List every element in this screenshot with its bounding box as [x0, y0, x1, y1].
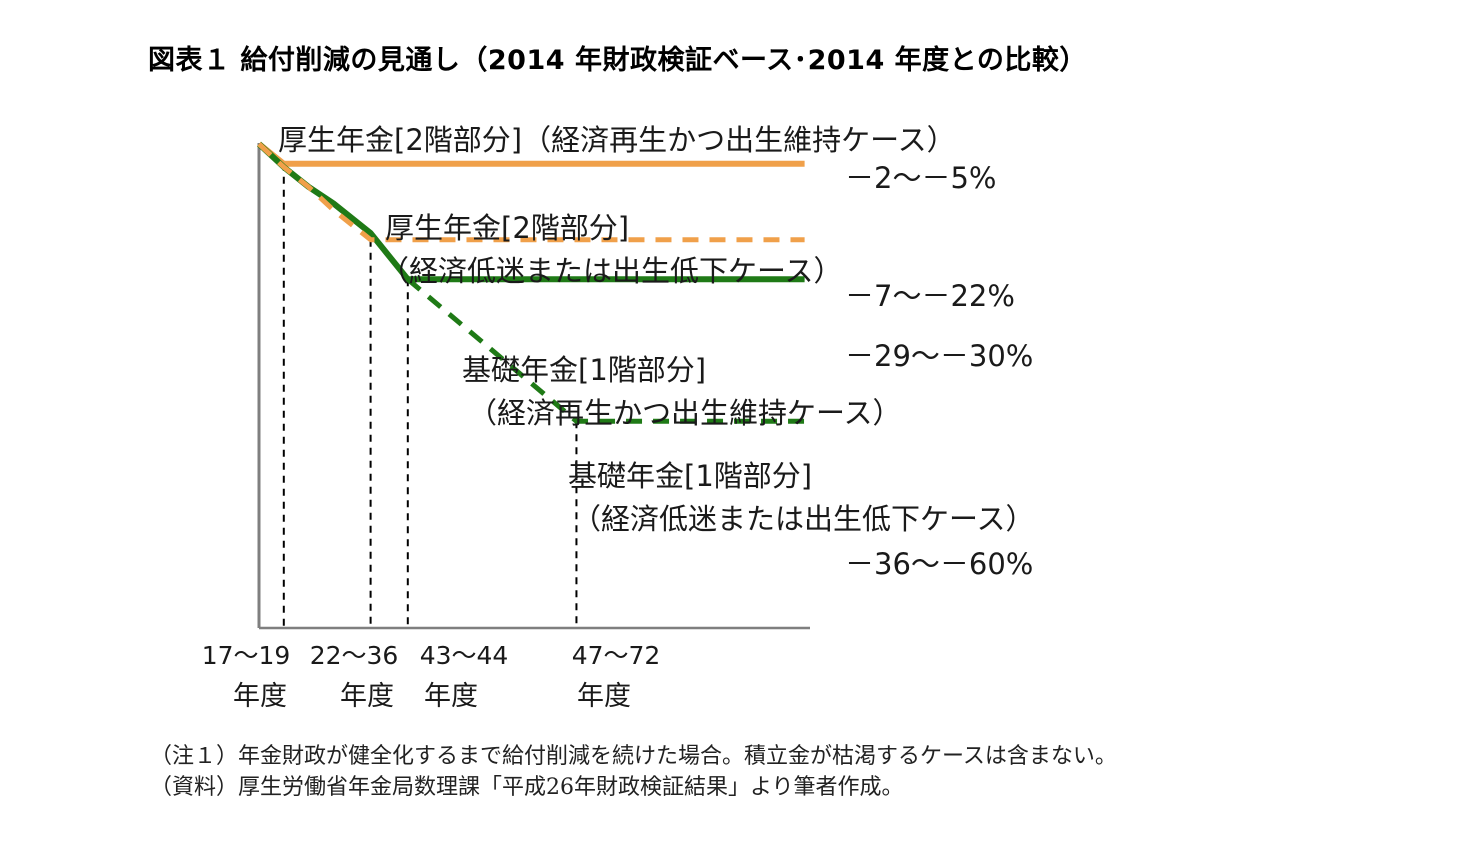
x-tick-label-1: 17～19: [202, 641, 291, 670]
x-tick-unit-3: 年度: [424, 681, 478, 712]
pension-cut-chart: 厚生年金[2階部分]（経済再生かつ出生維持ケース） 厚生年金[2階部分] （経済…: [202, 123, 1035, 712]
series-label-4-line-1: 基礎年金[1階部分]: [568, 459, 812, 493]
series-line-2: [257, 142, 805, 243]
note-line-1: （注１）年金財政が健全化するまで給付削減を続けた場合。積立金が枯渇するケースは含…: [150, 744, 1117, 769]
chart-title: 図表１ 給付削減の見通し（2014 年財政検証ベース･2014 年度との比較）: [148, 45, 1087, 76]
series-label-2-line-2: （経済低迷または出生低下ケース）: [380, 254, 843, 288]
x-tick-label-2: 22～36: [310, 641, 399, 670]
x-tick-unit-2: 年度: [340, 681, 394, 712]
note-line-2: （資料）厚生労働省年金局数理課「平成26年財政検証結果」より筆者作成。: [150, 775, 904, 800]
guide-lines: [282, 163, 578, 628]
series-label-1-line-1: 厚生年金[2階部分]（経済再生かつ出生維持ケース）: [278, 123, 956, 157]
series-layer: [256, 141, 805, 424]
series-label-4-line-2: （経済低迷または出生低下ケース）: [572, 502, 1035, 536]
x-tick-unit-4: 年度: [577, 681, 631, 712]
series-label-3-line-1: 基礎年金[1階部分]: [462, 353, 706, 387]
x-tick-unit-1: 年度: [233, 681, 287, 712]
notes-block: （注１）年金財政が健全化するまで給付削減を続けた場合。積立金が枯渇するケースは含…: [150, 741, 1117, 803]
range-label-1: －2～－5%: [845, 161, 996, 195]
range-label-4: －36～－60%: [845, 547, 1033, 581]
x-tick-label-3: 43～44: [420, 641, 509, 670]
x-tick-label-4: 47～72: [572, 641, 661, 670]
series-label-2-line-1: 厚生年金[2階部分]: [385, 211, 629, 245]
series-line-4: [406, 277, 805, 424]
range-label-3: －29～－30%: [845, 339, 1033, 373]
series-label-3-line-2: （経済再生かつ出生維持ケース）: [468, 396, 902, 430]
range-label-2: －7～－22%: [845, 279, 1015, 313]
